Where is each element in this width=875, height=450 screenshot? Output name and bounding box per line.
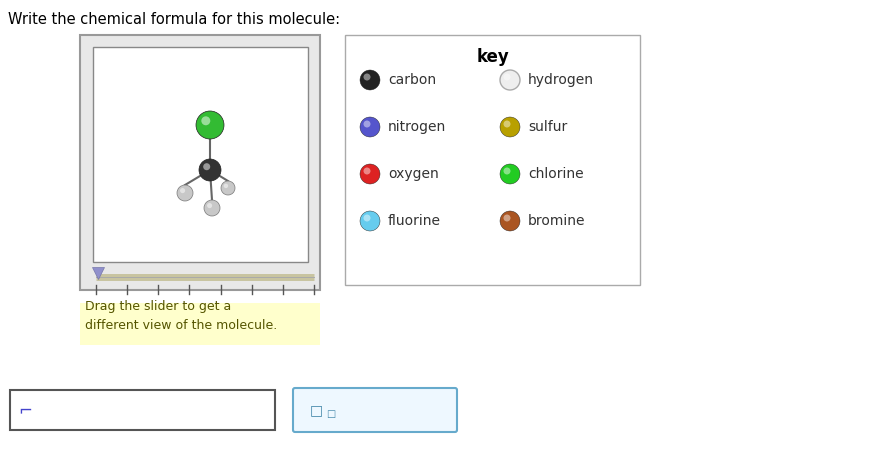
FancyBboxPatch shape xyxy=(80,303,320,345)
Text: carbon: carbon xyxy=(388,73,436,87)
Circle shape xyxy=(363,73,370,81)
Text: □: □ xyxy=(310,403,323,417)
FancyBboxPatch shape xyxy=(93,47,308,262)
Text: key: key xyxy=(476,48,509,66)
Text: □: □ xyxy=(326,409,335,419)
Text: oxygen: oxygen xyxy=(388,167,438,181)
Text: nitrogen: nitrogen xyxy=(388,120,446,134)
Circle shape xyxy=(503,73,510,81)
FancyBboxPatch shape xyxy=(293,388,457,432)
Circle shape xyxy=(500,117,520,137)
Circle shape xyxy=(360,70,380,90)
Circle shape xyxy=(360,211,380,231)
Circle shape xyxy=(500,211,520,231)
Circle shape xyxy=(196,111,224,139)
Text: bromine: bromine xyxy=(528,214,585,228)
FancyBboxPatch shape xyxy=(80,35,320,290)
Circle shape xyxy=(500,164,520,184)
Circle shape xyxy=(199,159,221,181)
Circle shape xyxy=(224,184,228,188)
Circle shape xyxy=(503,215,510,221)
Circle shape xyxy=(204,200,220,216)
FancyBboxPatch shape xyxy=(10,390,275,430)
Text: sulfur: sulfur xyxy=(528,120,567,134)
Circle shape xyxy=(203,163,210,170)
Circle shape xyxy=(360,164,380,184)
Text: Write the chemical formula for this molecule:: Write the chemical formula for this mole… xyxy=(8,12,340,27)
Circle shape xyxy=(363,167,370,175)
Text: chlorine: chlorine xyxy=(528,167,584,181)
Circle shape xyxy=(363,121,370,127)
Text: hydrogen: hydrogen xyxy=(528,73,594,87)
FancyBboxPatch shape xyxy=(345,35,640,285)
Circle shape xyxy=(503,121,510,127)
Circle shape xyxy=(201,116,210,125)
Circle shape xyxy=(177,185,193,201)
Text: ⌐: ⌐ xyxy=(18,401,31,419)
Circle shape xyxy=(207,203,212,208)
Circle shape xyxy=(503,167,510,175)
Text: Drag the slider to get a
different view of the molecule.: Drag the slider to get a different view … xyxy=(85,300,277,332)
Circle shape xyxy=(500,70,520,90)
Circle shape xyxy=(360,117,380,137)
Circle shape xyxy=(363,215,370,221)
Text: fluorine: fluorine xyxy=(388,214,441,228)
Circle shape xyxy=(221,181,235,195)
Circle shape xyxy=(180,188,186,193)
